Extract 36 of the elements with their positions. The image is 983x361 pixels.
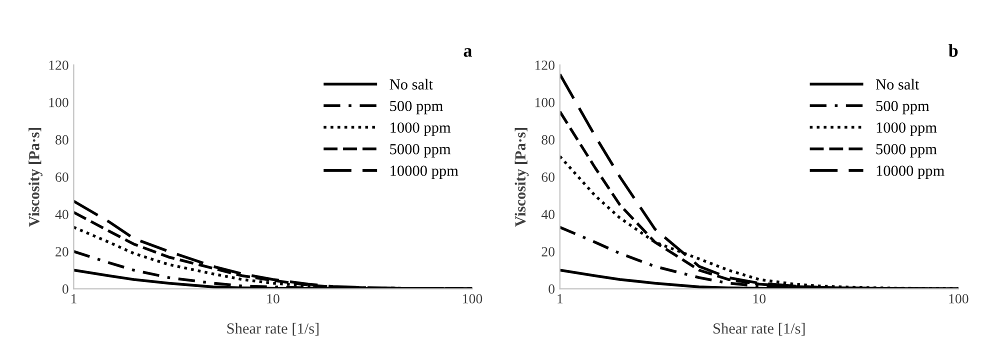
legend-label: 10000 ppm [876,166,944,180]
chart-title: b [948,44,958,57]
x-tick-label: 1 [71,294,76,304]
y-tick-label: 0 [62,284,68,294]
y-tick-label: 20 [542,247,555,256]
legend-label: 10000 ppm [390,166,458,180]
y-axis-title: Viscosity [Pa·s] [28,128,42,227]
x-tick-label: 1 [558,294,563,304]
y-tick-label: 120 [535,60,555,70]
x-tick-label: 10 [753,294,766,304]
y-tick-label: 0 [548,284,555,294]
legend-label: 500 ppm [390,100,443,114]
y-tick-label: 100 [535,98,555,108]
y-tick-label: 40 [55,210,68,220]
y-tick-label: 60 [542,172,555,182]
x-tick-label: 100 [949,294,968,304]
legend-label: 500 ppm [876,100,930,114]
legend-label: No salt [390,78,433,90]
y-tick-label: 100 [49,98,68,108]
x-tick-label: 100 [463,294,482,304]
legend-label: 5000 ppm [390,144,451,158]
y-axis-title: Viscosity [Pa·s] [514,128,529,227]
legend-label: No salt [876,78,920,90]
x-tick-label: 10 [267,294,280,304]
legend-label: 1000 ppm [390,122,451,136]
legend-label: 5000 ppm [876,144,937,158]
y-tick-label: 40 [541,210,555,220]
x-axis-title: Shear rate [1/s] [227,322,319,336]
chart-title: a [464,48,472,57]
y-tick-label: 120 [49,60,68,70]
x-axis-title: Shear rate [1/s] [714,322,805,336]
y-tick-label: 80 [56,135,68,145]
legend-label: 1000 ppm [876,122,937,136]
y-tick-label: 80 [542,135,555,145]
y-tick-label: 60 [56,172,68,182]
y-tick-label: 20 [56,247,68,256]
